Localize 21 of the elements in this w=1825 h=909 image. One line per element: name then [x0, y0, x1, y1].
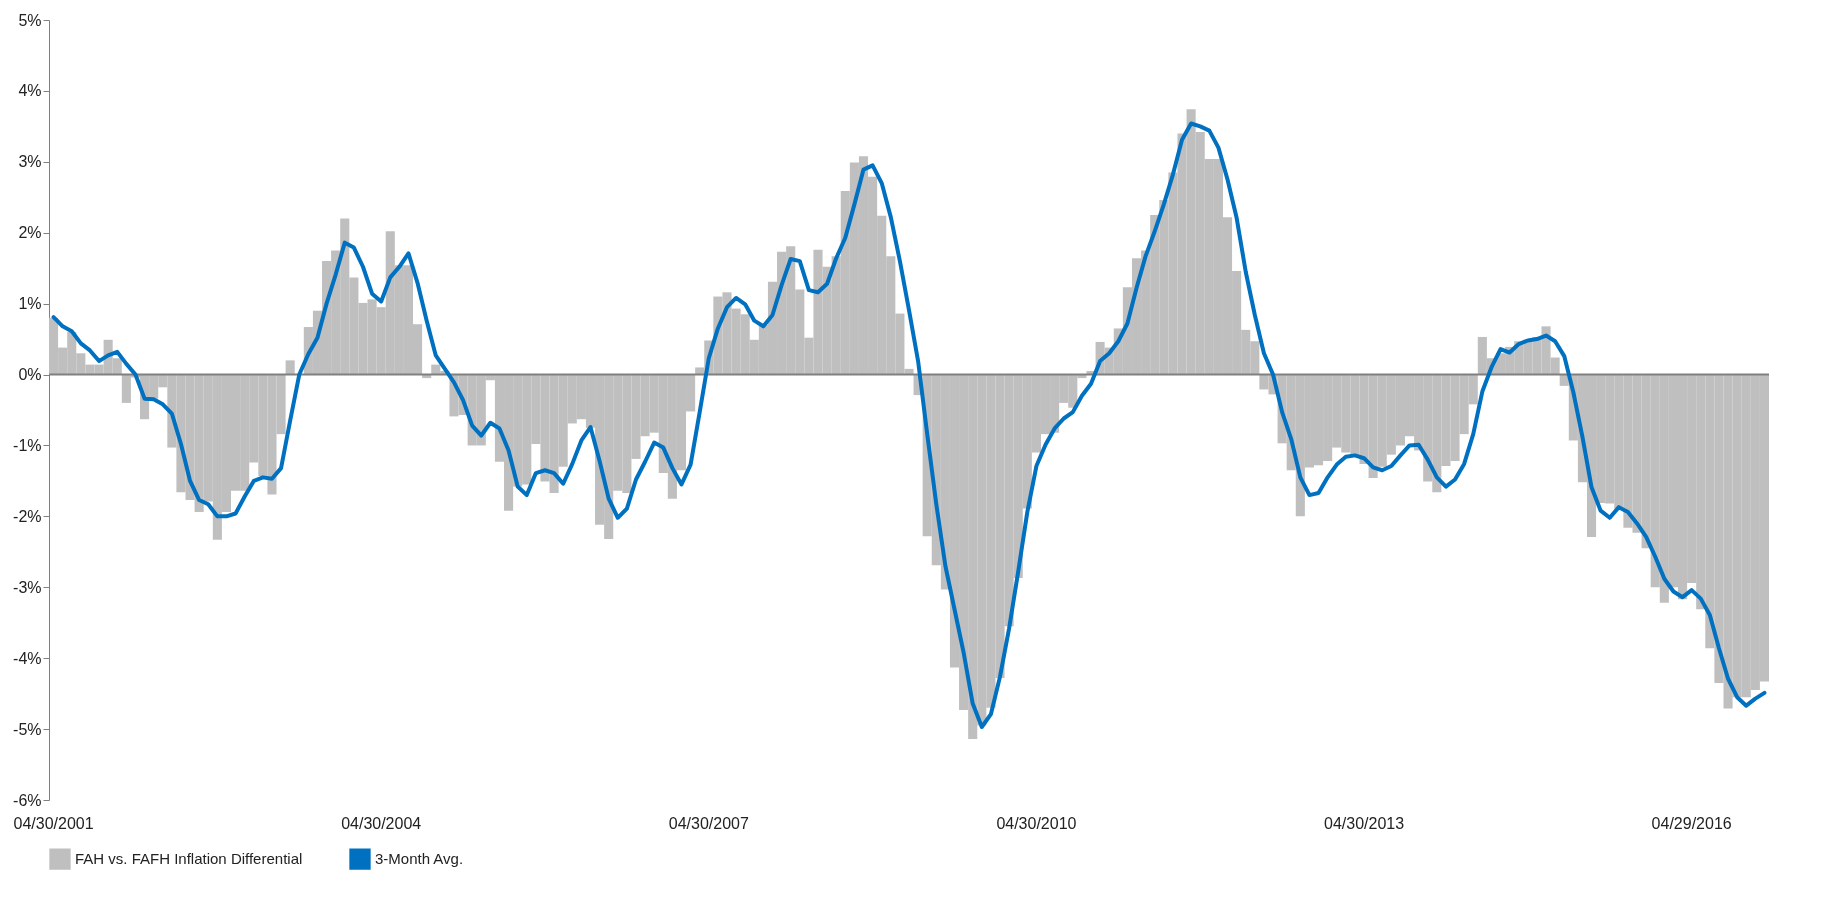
- y-tick-label: -4%: [13, 649, 42, 667]
- x-tick-label: 04/30/2013: [1323, 815, 1405, 832]
- x-tick-label: 04/30/2010: [996, 815, 1077, 832]
- y-tick-label: 4%: [18, 82, 42, 100]
- x-tick-label: 04/30/2004: [341, 815, 422, 832]
- y-tick-label: -6%: [13, 791, 42, 809]
- bar: [285, 360, 295, 375]
- y-tick-label: 1%: [18, 295, 42, 313]
- y-tick-label: -2%: [13, 507, 42, 525]
- x-tick-label: 04/30/2007: [668, 815, 749, 832]
- legend-label: FAH vs. FAFH Inflation Differential: [75, 850, 303, 868]
- y-tick-label: -5%: [13, 720, 42, 738]
- y-tick-label: -3%: [13, 578, 42, 596]
- x-tick-label: 04/29/2016: [1651, 815, 1732, 832]
- y-tick-label: 2%: [18, 224, 42, 242]
- y-tick-label: -1%: [13, 436, 42, 454]
- y-tick-label: 5%: [18, 11, 42, 29]
- y-tick-label: 3%: [18, 153, 42, 171]
- y-tick-label: 0%: [18, 366, 42, 384]
- legend-label: 3-Month Avg.: [375, 850, 464, 868]
- x-tick-label: 04/30/2001: [13, 815, 94, 832]
